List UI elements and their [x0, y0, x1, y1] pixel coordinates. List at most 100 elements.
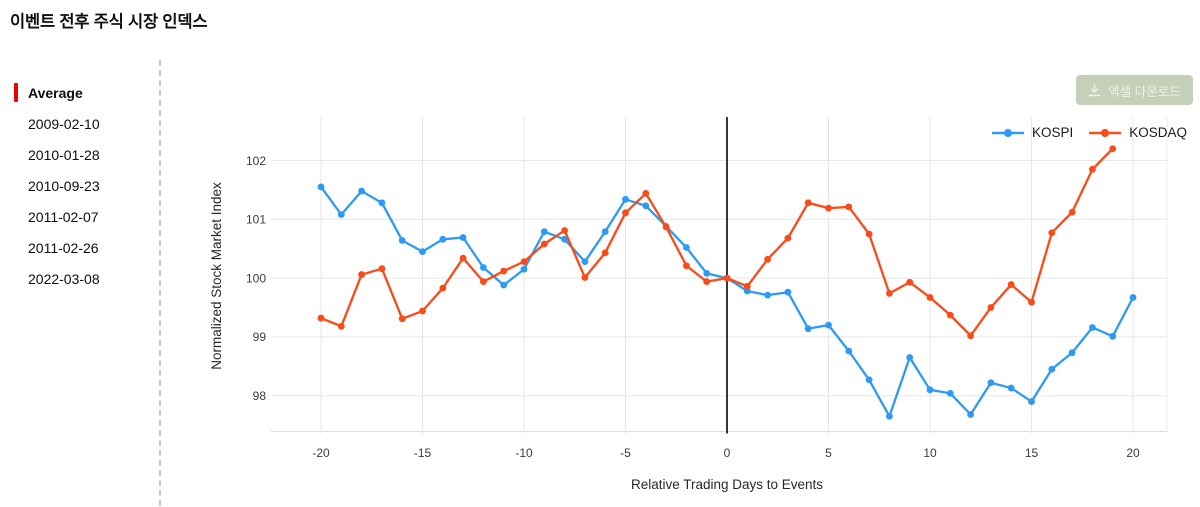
- data-point-kosdaq[interactable]: [419, 307, 426, 315]
- sidebar-item-2011-02-26[interactable]: 2011-02-26: [14, 232, 100, 263]
- data-point-kosdaq[interactable]: [1028, 298, 1035, 306]
- data-point-kosdaq[interactable]: [1068, 208, 1076, 216]
- data-point-kospi[interactable]: [480, 264, 487, 271]
- data-point-kospi[interactable]: [703, 269, 711, 277]
- data-point-kosdaq[interactable]: [480, 278, 487, 286]
- data-point-kosdaq[interactable]: [358, 271, 365, 278]
- data-point-kosdaq[interactable]: [642, 190, 650, 197]
- data-point-kosdaq[interactable]: [662, 223, 670, 231]
- data-point-kospi[interactable]: [865, 376, 873, 384]
- data-point-kosdaq[interactable]: [764, 255, 771, 263]
- data-point-kosdaq[interactable]: [601, 249, 609, 257]
- excel-download-button[interactable]: 엑셀 다운로드: [1076, 75, 1193, 105]
- sidebar-item-2011-02-07[interactable]: 2011-02-07: [14, 201, 100, 232]
- sidebar-item-2010-09-23[interactable]: 2010-09-23: [14, 170, 100, 201]
- data-point-kospi[interactable]: [906, 354, 914, 361]
- data-point-kospi[interactable]: [581, 258, 589, 266]
- data-point-kosdaq[interactable]: [804, 199, 812, 207]
- data-point-kospi[interactable]: [804, 325, 812, 333]
- data-point-kosdaq[interactable]: [317, 314, 325, 322]
- data-point-kosdaq[interactable]: [520, 258, 528, 266]
- data-point-kospi[interactable]: [419, 248, 426, 256]
- sidebar-item-label: 2009-02-10: [28, 115, 100, 132]
- data-point-kosdaq[interactable]: [967, 332, 974, 340]
- data-point-kospi[interactable]: [378, 199, 386, 207]
- chart-series: [317, 145, 1137, 420]
- data-point-kospi[interactable]: [683, 244, 690, 251]
- data-point-kospi[interactable]: [1028, 398, 1035, 405]
- data-point-kosdaq[interactable]: [825, 204, 832, 212]
- legend-item-kospi[interactable]: KOSPI: [991, 125, 1073, 140]
- data-point-kosdaq[interactable]: [987, 304, 995, 311]
- data-point-kospi[interactable]: [337, 211, 345, 218]
- data-point-kosdaq[interactable]: [784, 234, 792, 242]
- data-point-kospi[interactable]: [987, 379, 995, 387]
- data-point-kosdaq[interactable]: [439, 284, 447, 292]
- data-point-kospi[interactable]: [622, 195, 629, 203]
- data-point-kospi[interactable]: [1129, 294, 1137, 301]
- data-point-kosdaq[interactable]: [703, 278, 711, 286]
- data-point-kosdaq[interactable]: [581, 274, 589, 281]
- data-point-kospi[interactable]: [845, 347, 853, 355]
- data-point-kosdaq[interactable]: [398, 315, 406, 323]
- data-point-kospi[interactable]: [825, 321, 832, 329]
- data-point-kosdaq[interactable]: [845, 203, 853, 211]
- sidebar-item-average[interactable]: Average: [14, 77, 100, 108]
- x-tick-label: -5: [620, 446, 631, 460]
- x-tick-label: 15: [1025, 446, 1039, 460]
- data-point-kosdaq[interactable]: [561, 227, 568, 234]
- data-point-kosdaq[interactable]: [886, 289, 893, 297]
- legend-marker: [1089, 128, 1122, 137]
- chart-grid: [271, 117, 1168, 434]
- data-point-kospi[interactable]: [317, 183, 325, 191]
- data-point-kosdaq[interactable]: [1089, 165, 1096, 173]
- data-point-kosdaq[interactable]: [540, 240, 548, 248]
- data-point-kosdaq[interactable]: [926, 294, 934, 301]
- data-point-kosdaq[interactable]: [378, 265, 386, 273]
- data-point-kosdaq[interactable]: [1109, 145, 1117, 153]
- data-point-kospi[interactable]: [1089, 324, 1096, 331]
- data-point-kospi[interactable]: [784, 288, 792, 296]
- data-point-kosdaq[interactable]: [500, 267, 508, 275]
- data-point-kospi[interactable]: [500, 281, 508, 289]
- data-point-kosdaq[interactable]: [459, 254, 467, 262]
- sidebar-item-2010-01-28[interactable]: 2010-01-28: [14, 139, 100, 170]
- data-point-kosdaq[interactable]: [337, 322, 345, 330]
- data-point-kospi[interactable]: [1048, 365, 1056, 373]
- data-point-kospi[interactable]: [439, 235, 447, 243]
- data-point-kosdaq[interactable]: [683, 262, 690, 270]
- y-tick-label: 100: [246, 271, 266, 285]
- data-point-kosdaq[interactable]: [1007, 281, 1015, 288]
- data-point-kosdaq[interactable]: [946, 311, 954, 319]
- data-point-kospi[interactable]: [1068, 349, 1076, 357]
- data-point-kospi[interactable]: [886, 412, 893, 420]
- data-point-kosdaq[interactable]: [906, 278, 914, 286]
- sidebar-item-2022-03-08[interactable]: 2022-03-08: [14, 263, 100, 294]
- data-point-kospi[interactable]: [601, 228, 609, 236]
- sidebar-item-2009-02-10[interactable]: 2009-02-10: [14, 108, 100, 139]
- data-point-kospi[interactable]: [1007, 384, 1015, 392]
- legend-label: KOSDAQ: [1129, 125, 1187, 140]
- data-point-kospi[interactable]: [358, 187, 365, 195]
- data-point-kospi[interactable]: [398, 237, 406, 244]
- data-point-kosdaq[interactable]: [1048, 229, 1056, 237]
- data-point-kospi[interactable]: [926, 386, 934, 394]
- data-point-kospi[interactable]: [561, 235, 568, 243]
- data-point-kospi[interactable]: [967, 411, 974, 418]
- data-point-kosdaq[interactable]: [865, 230, 873, 238]
- data-point-kospi[interactable]: [540, 228, 548, 236]
- data-point-kosdaq[interactable]: [622, 209, 629, 217]
- data-point-kospi[interactable]: [459, 234, 467, 241]
- sidebar-item-label: 2022-03-08: [28, 270, 100, 287]
- data-point-kospi[interactable]: [1109, 332, 1117, 340]
- data-point-kospi[interactable]: [520, 265, 528, 273]
- sidebar-item-label: 2011-02-26: [28, 239, 99, 256]
- data-point-kospi[interactable]: [946, 389, 954, 397]
- data-point-kosdaq[interactable]: [723, 274, 731, 282]
- data-point-kosdaq[interactable]: [743, 282, 751, 290]
- data-point-kospi[interactable]: [764, 291, 771, 299]
- x-axis-title: Relative Trading Days to Events: [631, 477, 823, 492]
- legend-item-kosdaq[interactable]: KOSDAQ: [1088, 125, 1187, 140]
- data-point-kospi[interactable]: [642, 202, 650, 210]
- data-point-kospi[interactable]: [743, 287, 751, 295]
